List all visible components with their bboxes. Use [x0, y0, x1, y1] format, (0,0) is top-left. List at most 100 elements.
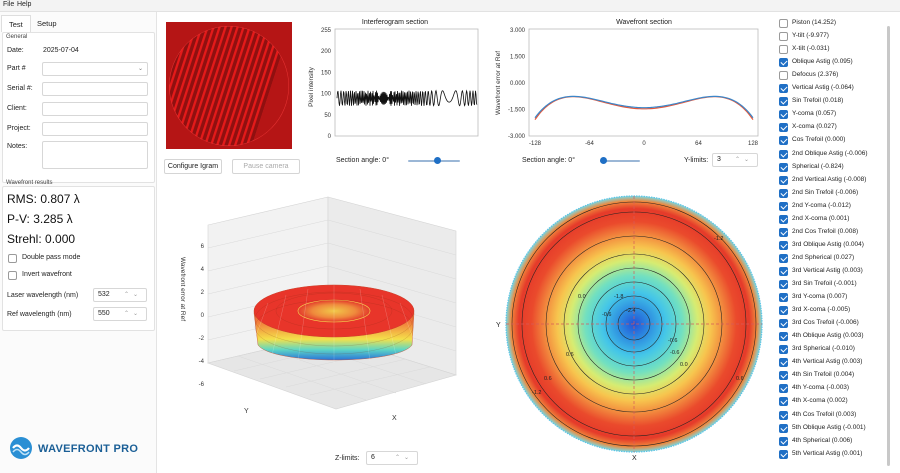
- checkbox-checked-icon[interactable]: [779, 149, 788, 159]
- zernike-term-row[interactable]: 4th Vertical Astig (0.003): [776, 357, 888, 368]
- zernike-term-row[interactable]: 2nd Cos Trefoil (0.008): [776, 227, 888, 238]
- zernike-term-row[interactable]: Piston (14.252): [776, 18, 888, 29]
- checkbox-checked-icon[interactable]: [779, 110, 788, 120]
- checkbox-checked-icon[interactable]: [779, 280, 788, 289]
- checkbox-checked-icon[interactable]: [779, 266, 788, 276]
- zernike-term-row[interactable]: 3rd Sin Trefoil (-0.001): [776, 279, 888, 290]
- checkbox-checked-icon[interactable]: [779, 293, 788, 303]
- checkbox-checked-icon[interactable]: [779, 449, 788, 459]
- section-angle-slider-right[interactable]: [600, 157, 640, 165]
- zernike-term-row[interactable]: 2nd Y-coma (-0.012): [776, 201, 888, 212]
- zernike-term-row[interactable]: 4th Spherical (0.006): [776, 436, 888, 447]
- checkbox-checked-icon[interactable]: [779, 84, 788, 94]
- pause-camera-button[interactable]: Pause camera: [232, 159, 300, 174]
- zernike-term-row[interactable]: 2nd Vertical Astig (-0.008): [776, 175, 888, 186]
- interferogram-image[interactable]: [166, 22, 292, 149]
- slider-track[interactable]: [600, 160, 640, 162]
- part-dropdown[interactable]: ⌄: [42, 62, 148, 76]
- checkbox-checked-icon[interactable]: [779, 201, 788, 211]
- zernike-term-row[interactable]: Cos Trefoil (0.000): [776, 135, 888, 146]
- zernike-term-row[interactable]: 3rd Y-coma (0.007): [776, 292, 888, 303]
- contour-label: -2.4: [626, 308, 635, 314]
- zernike-term-row[interactable]: 4th Y-coma (-0.003): [776, 383, 888, 394]
- y-limits-spinbox[interactable]: 3 ⌃⌄: [712, 153, 758, 167]
- notes-textarea[interactable]: [42, 141, 148, 169]
- zernike-term-row[interactable]: Spherical (-0.824): [776, 162, 888, 173]
- slider-thumb[interactable]: [600, 157, 607, 164]
- zernike-term-row[interactable]: X-tilt (-0.031): [776, 44, 888, 55]
- checkbox-checked-icon[interactable]: [779, 358, 788, 368]
- menu-help[interactable]: Help: [17, 1, 32, 8]
- project-input[interactable]: [42, 122, 148, 136]
- checkbox-unchecked-icon[interactable]: [779, 19, 788, 28]
- slider-track[interactable]: [408, 160, 460, 162]
- spin-arrows-icon[interactable]: ⌃⌄: [123, 292, 142, 298]
- checkbox-checked-icon[interactable]: [779, 175, 788, 185]
- spin-arrows-icon[interactable]: ⌃⌄: [123, 311, 142, 317]
- serial-input[interactable]: [42, 82, 148, 96]
- double-pass-checkbox[interactable]: Double pass mode: [8, 253, 148, 264]
- zernike-term-row[interactable]: 3rd Oblique Astig (0.004): [776, 240, 888, 251]
- zernike-term-row[interactable]: 2nd Oblique Astig (-0.006): [776, 149, 888, 160]
- configure-igram-button[interactable]: Configure Igram: [164, 159, 222, 174]
- zernike-term-row[interactable]: Y-tilt (-9.977): [776, 31, 888, 42]
- zernike-term-row[interactable]: Defocus (2.376): [776, 70, 888, 81]
- menu-file[interactable]: File: [3, 1, 15, 8]
- laser-wavelength-spinbox[interactable]: 532 ⌃⌄: [93, 288, 147, 302]
- zernike-term-row[interactable]: 4th Cos Trefoil (0.003): [776, 410, 888, 421]
- z-limits-spinbox[interactable]: 6 ⌃⌄: [366, 451, 418, 465]
- checkbox-checked-icon[interactable]: [779, 306, 788, 316]
- zernike-term-row[interactable]: 2nd X-coma (0.001): [776, 214, 888, 225]
- checkbox-checked-icon[interactable]: [779, 345, 788, 355]
- zernike-term-row[interactable]: 5th Vertical Astig (0.001): [776, 449, 888, 460]
- checkbox-checked-icon[interactable]: [779, 58, 788, 68]
- zernike-scrollbar[interactable]: [887, 26, 890, 466]
- checkbox-checked-icon[interactable]: [779, 136, 788, 146]
- tab-test[interactable]: Test: [1, 15, 31, 32]
- zernike-term-row[interactable]: Sin Trefoil (0.018): [776, 96, 888, 107]
- zernike-term-row[interactable]: 3rd X-coma (-0.005): [776, 305, 888, 316]
- slider-thumb[interactable]: [434, 157, 442, 164]
- zernike-term-row[interactable]: 3rd Vertical Astig (0.003): [776, 266, 888, 277]
- zernike-term-row[interactable]: Oblique Astig (0.095): [776, 57, 888, 68]
- zernike-term-row[interactable]: X-coma (0.027): [776, 122, 888, 133]
- section-angle-slider-left[interactable]: [408, 157, 460, 165]
- checkbox-checked-icon[interactable]: [779, 371, 788, 381]
- client-input[interactable]: [42, 102, 148, 116]
- zernike-term-row[interactable]: 3rd Spherical (-0.010): [776, 344, 888, 355]
- zernike-term-row[interactable]: 4th Sin Trefoil (0.004): [776, 370, 888, 381]
- zernike-term-row[interactable]: 4th Oblique Astig (0.003): [776, 331, 888, 342]
- surface-3d-plot[interactable]: Wavefront error at Ref 6 4 2 0 -2 -4 -6 Y X: [168, 185, 488, 450]
- zernike-term-row[interactable]: 5th Oblique Astig (-0.001): [776, 423, 888, 434]
- wavefront-contour-map[interactable]: -1.2 -0.6 0.0 0.6 -0.6 0.0 0.6 -1.8 -2.4…: [492, 188, 776, 463]
- zernike-term-row[interactable]: 3rd Cos Trefoil (-0.006): [776, 318, 888, 329]
- zernike-term-row[interactable]: 2nd Spherical (0.027): [776, 253, 888, 264]
- invert-wavefront-checkbox[interactable]: Invert wavefront: [8, 270, 148, 281]
- spin-arrows-icon[interactable]: ⌃⌄: [394, 455, 413, 461]
- zernike-term-row[interactable]: Y-coma (0.057): [776, 109, 888, 120]
- checkbox-checked-icon[interactable]: [779, 384, 788, 394]
- tab-setup[interactable]: Setup: [37, 19, 57, 28]
- checkbox-checked-icon[interactable]: [779, 436, 788, 446]
- zernike-term-row[interactable]: Vertical Astig (-0.064): [776, 83, 888, 94]
- checkbox-checked-icon[interactable]: [779, 162, 788, 172]
- checkbox-checked-icon[interactable]: [779, 123, 788, 133]
- checkbox-unchecked-icon[interactable]: [779, 32, 788, 42]
- checkbox-checked-icon[interactable]: [779, 253, 788, 263]
- checkbox-unchecked-icon[interactable]: [779, 71, 788, 81]
- zernike-term-row[interactable]: 4th X-coma (0.002): [776, 396, 888, 407]
- checkbox-checked-icon[interactable]: [779, 97, 788, 107]
- spin-arrows-icon[interactable]: ⌃⌄: [734, 157, 753, 163]
- zernike-term-row[interactable]: 2nd Sin Trefoil (-0.006): [776, 188, 888, 199]
- checkbox-checked-icon[interactable]: [779, 214, 788, 224]
- checkbox-checked-icon[interactable]: [779, 423, 788, 433]
- checkbox-unchecked-icon[interactable]: [779, 45, 788, 55]
- checkbox-checked-icon[interactable]: [779, 227, 788, 237]
- checkbox-checked-icon[interactable]: [779, 188, 788, 198]
- checkbox-checked-icon[interactable]: [779, 332, 788, 342]
- ref-wavelength-spinbox[interactable]: 550 ⌃⌄: [93, 307, 147, 321]
- checkbox-checked-icon[interactable]: [779, 397, 788, 407]
- checkbox-checked-icon[interactable]: [779, 319, 788, 329]
- checkbox-checked-icon[interactable]: [779, 410, 788, 420]
- checkbox-checked-icon[interactable]: [779, 240, 788, 250]
